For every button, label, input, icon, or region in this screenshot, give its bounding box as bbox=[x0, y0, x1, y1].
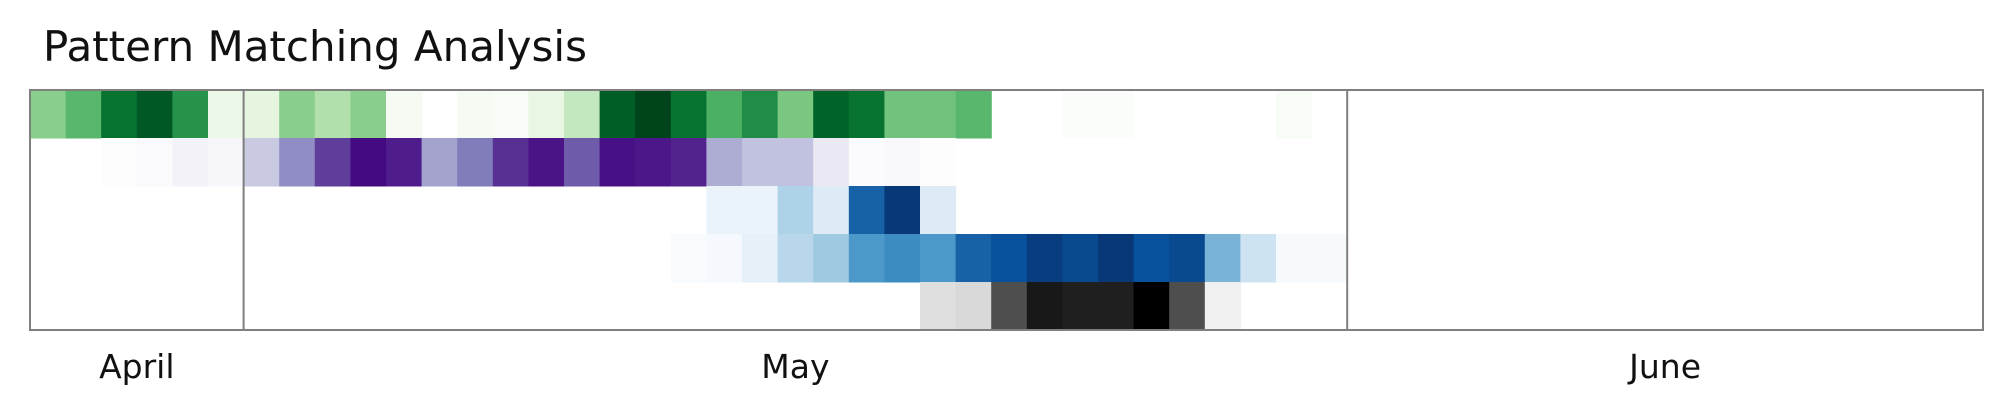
heatmap-cell bbox=[706, 138, 743, 187]
heatmap-cell bbox=[706, 234, 743, 283]
heatmap-cell bbox=[350, 90, 387, 139]
heatmap-cell bbox=[813, 90, 850, 139]
heatmap-cell bbox=[742, 138, 779, 187]
month-label-may: May bbox=[761, 347, 829, 386]
heatmap-cell bbox=[386, 138, 423, 187]
heatmap-cell bbox=[136, 138, 173, 187]
heatmap-cell bbox=[65, 90, 102, 139]
heatmap-cell bbox=[1062, 234, 1099, 283]
heatmap-cell bbox=[528, 90, 565, 139]
heatmap-cell bbox=[991, 282, 1028, 331]
heatmap-cell bbox=[884, 138, 921, 187]
heatmap-cell bbox=[955, 90, 992, 139]
heatmap-cell bbox=[492, 138, 529, 187]
heatmap-cell bbox=[1240, 234, 1277, 283]
heatmap-cell bbox=[1026, 234, 1063, 283]
heatmap-cell bbox=[599, 90, 636, 139]
heatmap-cell bbox=[813, 186, 850, 235]
heatmap-cell bbox=[955, 282, 992, 331]
heatmap-cell bbox=[848, 186, 885, 235]
heatmap-cell bbox=[101, 138, 138, 187]
heatmap-cell bbox=[172, 90, 209, 139]
heatmap-cell bbox=[172, 138, 209, 187]
heatmap-cell bbox=[635, 138, 672, 187]
heatmap-cell bbox=[670, 234, 707, 283]
heatmap-cell bbox=[848, 138, 885, 187]
heatmap-cell bbox=[1062, 90, 1099, 139]
heatmap-cell bbox=[386, 90, 423, 139]
heatmap-cell bbox=[1204, 282, 1241, 331]
heatmap-cell bbox=[279, 90, 316, 139]
heatmap-cell bbox=[1026, 282, 1063, 331]
heatmap-cell bbox=[243, 90, 280, 139]
heatmap-cell bbox=[742, 90, 779, 139]
heatmap-cell bbox=[279, 138, 316, 187]
heatmap-cell bbox=[920, 186, 957, 235]
heatmap-cell bbox=[350, 138, 387, 187]
heatmap-cell bbox=[635, 90, 672, 139]
heatmap-cell bbox=[920, 90, 957, 139]
heatmap-cell bbox=[670, 90, 707, 139]
heatmap-frame bbox=[29, 89, 1984, 331]
heatmap-cell bbox=[208, 138, 245, 187]
heatmap-cell bbox=[742, 186, 779, 235]
heatmap-cell bbox=[813, 138, 850, 187]
heatmap-cell bbox=[492, 90, 529, 139]
heatmap-cell bbox=[457, 90, 494, 139]
heatmap-cell bbox=[1133, 282, 1170, 331]
month-label-april: April bbox=[99, 347, 174, 386]
heatmap-cell bbox=[955, 234, 992, 283]
heatmap-cell bbox=[243, 138, 280, 187]
heatmap-cell bbox=[706, 186, 743, 235]
plot-border bbox=[29, 89, 1984, 331]
heatmap-cell bbox=[991, 234, 1028, 283]
heatmap-cell bbox=[564, 90, 601, 139]
heatmap-cell bbox=[706, 90, 743, 139]
heatmap-cell bbox=[920, 282, 957, 331]
heatmap-cell bbox=[599, 138, 636, 187]
heatmap-cell bbox=[848, 90, 885, 139]
heatmap-cell bbox=[777, 186, 814, 235]
heatmap-cell bbox=[884, 234, 921, 283]
heatmap-cell bbox=[884, 186, 921, 235]
heatmap-cell bbox=[30, 90, 67, 139]
month-label-june: June bbox=[1627, 347, 1701, 386]
heatmap-cell bbox=[314, 90, 351, 139]
heatmap-cell bbox=[314, 138, 351, 187]
heatmap-cell bbox=[920, 138, 957, 187]
heatmap-cell bbox=[742, 234, 779, 283]
heatmap-cell bbox=[1204, 234, 1241, 283]
heatmap-cell bbox=[813, 234, 850, 283]
heatmap-cell bbox=[421, 138, 458, 187]
month-labels: April May June bbox=[99, 347, 1701, 386]
heatmap-cell bbox=[1062, 282, 1099, 331]
heatmap-cell bbox=[1133, 234, 1170, 283]
heatmap-cell bbox=[101, 90, 138, 139]
heatmap-cell bbox=[1098, 234, 1135, 283]
heatmap-cell bbox=[1311, 234, 1348, 283]
heatmap-cell bbox=[1276, 90, 1313, 139]
heatmap-cell bbox=[528, 138, 565, 187]
heatmap-cell bbox=[136, 90, 173, 139]
heatmap-cell bbox=[777, 138, 814, 187]
heatmap-cell bbox=[920, 234, 957, 283]
chart-title: Pattern Matching Analysis bbox=[43, 22, 587, 71]
heatmap-cell bbox=[208, 90, 245, 139]
heatmap-cell bbox=[457, 138, 494, 187]
heatmap-cell bbox=[1098, 90, 1135, 139]
heatmap-cell bbox=[670, 138, 707, 187]
heatmap-cells bbox=[30, 90, 1348, 331]
heatmap-cell bbox=[1169, 282, 1206, 331]
heatmap-cell bbox=[1276, 234, 1313, 283]
heatmap-cell bbox=[1098, 282, 1135, 331]
heatmap-cell bbox=[564, 138, 601, 187]
heatmap-cell bbox=[884, 90, 921, 139]
heatmap-cell bbox=[777, 234, 814, 283]
heatmap-cell bbox=[777, 90, 814, 139]
heatmap-cell bbox=[848, 234, 885, 283]
heatmap-cell bbox=[1169, 234, 1206, 283]
